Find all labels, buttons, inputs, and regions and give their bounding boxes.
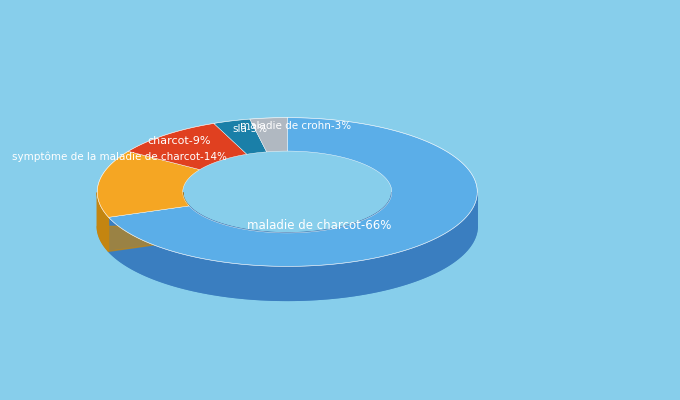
Text: maladie de crohn-3%: maladie de crohn-3% <box>240 121 352 131</box>
Polygon shape <box>128 123 247 170</box>
Polygon shape <box>250 118 287 152</box>
Text: sla-3%: sla-3% <box>233 124 268 134</box>
Text: maladie de charcot-66%: maladie de charcot-66% <box>247 219 391 232</box>
Polygon shape <box>183 192 189 240</box>
Polygon shape <box>109 193 477 300</box>
Text: symptôme de la maladie de charcot-14%: symptôme de la maladie de charcot-14% <box>12 151 227 162</box>
Polygon shape <box>97 226 189 251</box>
Polygon shape <box>189 192 392 267</box>
Polygon shape <box>97 151 200 217</box>
Polygon shape <box>214 119 267 154</box>
Polygon shape <box>109 118 477 266</box>
Polygon shape <box>97 192 109 251</box>
Text: charcot-9%: charcot-9% <box>148 136 211 146</box>
Polygon shape <box>109 226 477 300</box>
